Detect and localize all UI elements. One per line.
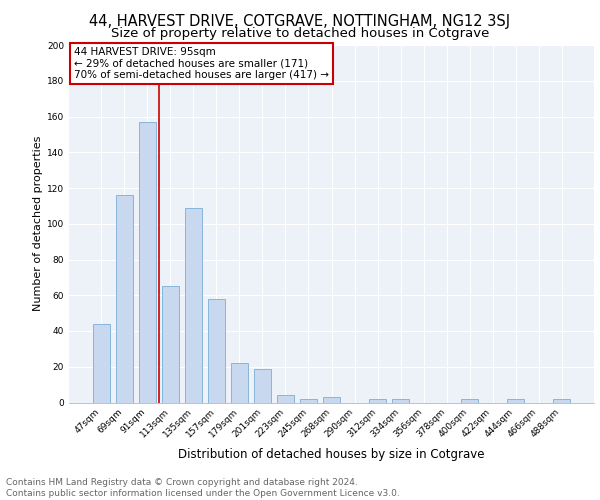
Bar bbox=[139, 122, 156, 402]
Bar bbox=[116, 195, 133, 402]
Text: Contains HM Land Registry data © Crown copyright and database right 2024.
Contai: Contains HM Land Registry data © Crown c… bbox=[6, 478, 400, 498]
Bar bbox=[553, 399, 570, 402]
Bar bbox=[93, 324, 110, 402]
Bar bbox=[208, 299, 225, 403]
Bar bbox=[323, 397, 340, 402]
Text: 44 HARVEST DRIVE: 95sqm
← 29% of detached houses are smaller (171)
70% of semi-d: 44 HARVEST DRIVE: 95sqm ← 29% of detache… bbox=[74, 47, 329, 80]
X-axis label: Distribution of detached houses by size in Cotgrave: Distribution of detached houses by size … bbox=[178, 448, 485, 461]
Bar bbox=[162, 286, 179, 403]
Bar bbox=[369, 399, 386, 402]
Bar bbox=[277, 396, 294, 402]
Bar bbox=[507, 399, 524, 402]
Bar bbox=[254, 368, 271, 402]
Bar bbox=[185, 208, 202, 402]
Bar bbox=[392, 399, 409, 402]
Bar bbox=[461, 399, 478, 402]
Text: Size of property relative to detached houses in Cotgrave: Size of property relative to detached ho… bbox=[111, 28, 489, 40]
Bar bbox=[300, 399, 317, 402]
Text: 44, HARVEST DRIVE, COTGRAVE, NOTTINGHAM, NG12 3SJ: 44, HARVEST DRIVE, COTGRAVE, NOTTINGHAM,… bbox=[89, 14, 511, 29]
Y-axis label: Number of detached properties: Number of detached properties bbox=[33, 136, 43, 312]
Bar bbox=[231, 363, 248, 403]
